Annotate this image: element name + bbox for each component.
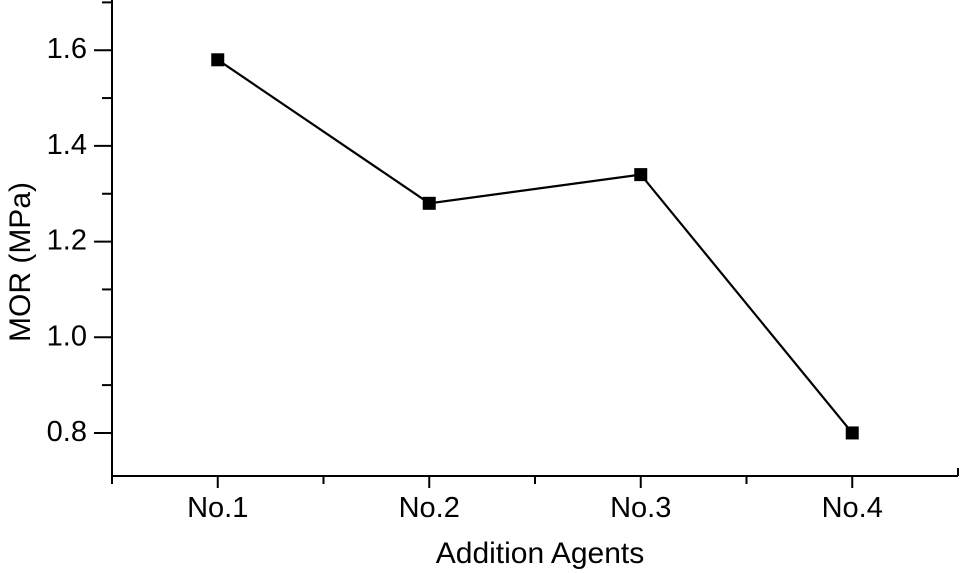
y-tick-label: 1.0 bbox=[47, 320, 87, 352]
y-axis-title: MOR (MPa) bbox=[4, 182, 37, 342]
y-tick-label: 1.2 bbox=[47, 225, 87, 257]
data-point-marker bbox=[422, 196, 436, 210]
y-tick-label: 1.4 bbox=[47, 129, 87, 161]
data-point-marker bbox=[634, 168, 648, 182]
x-tick-label: No.4 bbox=[822, 492, 883, 524]
x-tick-label: No.3 bbox=[610, 492, 671, 524]
data-point-marker bbox=[211, 53, 225, 67]
x-tick-label: No.2 bbox=[399, 492, 460, 524]
plot-area: 0.8 1.0 1.2 1.4 1.6 No.1 No.2 No.3 No.4 bbox=[47, 0, 959, 524]
x-axis-title: Addition Agents bbox=[436, 537, 645, 570]
data-point-marker bbox=[845, 426, 859, 440]
y-tick-label: 0.8 bbox=[47, 416, 87, 448]
y-tick-label: 1.6 bbox=[47, 33, 87, 65]
x-tick-label: No.1 bbox=[187, 492, 248, 524]
data-line bbox=[217, 58, 854, 434]
